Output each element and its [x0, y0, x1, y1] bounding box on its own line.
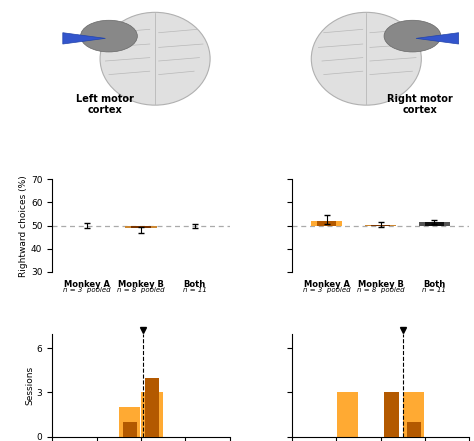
Text: n = 3  pooled: n = 3 pooled: [303, 287, 351, 293]
Y-axis label: Sessions: Sessions: [25, 366, 34, 405]
Ellipse shape: [100, 12, 210, 105]
Text: n = 11: n = 11: [422, 287, 446, 293]
Ellipse shape: [384, 20, 441, 52]
Text: Both: Both: [183, 280, 206, 289]
Text: n = 8  pooled: n = 8 pooled: [117, 287, 164, 293]
Bar: [119, 407, 140, 437]
Text: n = 11: n = 11: [183, 287, 207, 293]
Text: Both: Both: [423, 280, 446, 289]
Ellipse shape: [81, 20, 137, 52]
Y-axis label: Rightward choices (%): Rightward choices (%): [19, 175, 28, 277]
Bar: [425, 222, 444, 226]
Polygon shape: [416, 33, 459, 44]
Polygon shape: [63, 33, 105, 44]
Bar: [125, 226, 156, 228]
Bar: [141, 392, 163, 437]
Bar: [131, 226, 151, 228]
Bar: [337, 392, 358, 437]
Text: n = 8  pooled: n = 8 pooled: [357, 287, 404, 293]
Text: n = 3  pooled: n = 3 pooled: [64, 287, 111, 293]
Bar: [407, 422, 421, 437]
Bar: [123, 422, 137, 437]
Text: Monkey B: Monkey B: [118, 280, 164, 289]
Text: Right motor
cortex: Right motor cortex: [387, 94, 453, 116]
Bar: [311, 220, 342, 226]
Bar: [317, 220, 337, 226]
Bar: [365, 225, 396, 226]
Bar: [419, 222, 450, 226]
Text: Monkey A: Monkey A: [64, 280, 110, 289]
Text: Monkey A: Monkey A: [304, 280, 350, 289]
Text: Left motor
cortex: Left motor cortex: [76, 94, 134, 116]
Ellipse shape: [311, 12, 421, 105]
Bar: [371, 225, 390, 226]
Bar: [145, 378, 159, 437]
Text: Monkey B: Monkey B: [357, 280, 403, 289]
Bar: [403, 392, 424, 437]
Bar: [384, 392, 399, 437]
